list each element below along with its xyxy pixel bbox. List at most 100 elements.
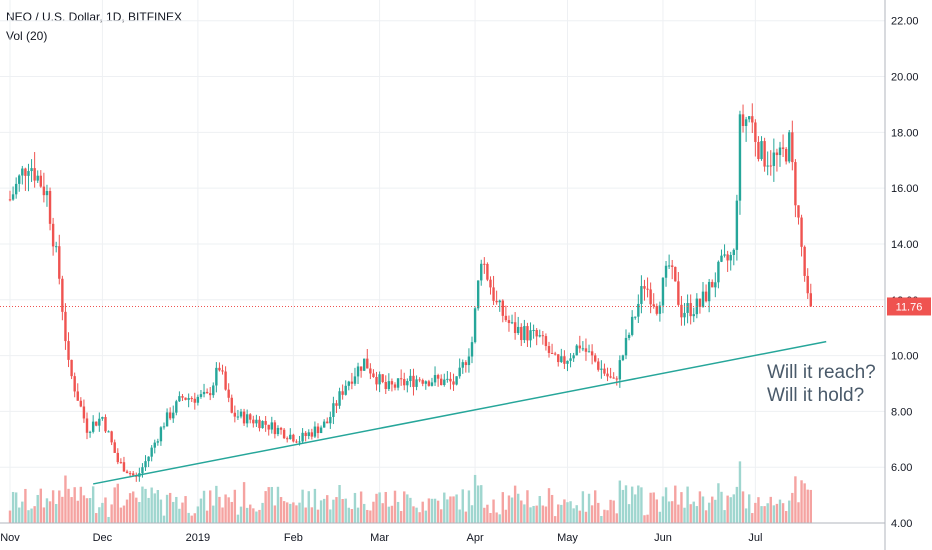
- volume-bar: [255, 511, 258, 523]
- volume-bar: [775, 503, 779, 523]
- volume-bar: [138, 502, 141, 523]
- candle-body: [769, 165, 772, 167]
- candle-body: [245, 414, 249, 424]
- time-tick-label: Feb: [284, 532, 303, 544]
- candle-body: [344, 385, 347, 395]
- candle-body: [686, 303, 689, 313]
- candle-body: [794, 162, 797, 206]
- volume-bar: [36, 494, 39, 523]
- candle-body: [775, 152, 779, 156]
- volume-bar: [273, 505, 277, 523]
- candle-body: [335, 403, 338, 406]
- candle-body: [332, 403, 335, 417]
- candle-body: [772, 152, 776, 167]
- candle-body: [384, 382, 387, 389]
- time-axis[interactable]: Nov Dec 2019 Feb Mar Apr May Jun Jul: [0, 532, 762, 544]
- candle-body: [224, 371, 227, 390]
- candle-body: [329, 416, 332, 424]
- volume-bar: [603, 509, 606, 523]
- volume-bar: [403, 491, 406, 523]
- volume-bar: [784, 511, 788, 523]
- candle-body: [276, 427, 280, 435]
- volume-bar: [319, 500, 323, 523]
- volume-bar: [387, 506, 391, 523]
- volume-bar: [803, 483, 806, 523]
- volume-bar: [282, 501, 286, 523]
- candle-body: [572, 355, 575, 359]
- candle-body: [544, 336, 548, 347]
- volume-bar: [427, 498, 431, 523]
- volume-bar: [634, 494, 637, 523]
- volume-bar: [298, 502, 301, 523]
- candle-body: [569, 358, 572, 361]
- candle-body: [751, 116, 754, 123]
- candle-body: [655, 306, 658, 314]
- candle-body: [646, 288, 649, 290]
- volume-bar: [455, 494, 458, 523]
- volume-bar: [701, 496, 705, 523]
- volume-bar: [723, 510, 726, 523]
- candle-body: [301, 432, 304, 442]
- candle-body: [218, 367, 221, 371]
- volume-bar: [381, 503, 384, 523]
- volume-bar: [181, 502, 184, 523]
- candle-body: [507, 320, 511, 324]
- candle-body: [748, 116, 751, 120]
- volume-bar: [763, 506, 766, 523]
- candle-body: [809, 293, 812, 307]
- volume-bar: [162, 515, 166, 523]
- volume-bar: [73, 487, 76, 523]
- candle-body: [48, 191, 52, 224]
- candle-body: [541, 335, 545, 337]
- volume-bar: [569, 501, 572, 523]
- candle-body: [704, 291, 708, 302]
- candle-body: [91, 421, 95, 432]
- volume-bar: [627, 504, 631, 523]
- volume-bar: [156, 490, 160, 523]
- volume-bar: [680, 492, 683, 523]
- volume-bar: [800, 480, 803, 523]
- volume-bar: [168, 492, 172, 523]
- candle-body: [498, 300, 501, 303]
- volume-bar: [661, 496, 665, 523]
- volume-bar: [498, 514, 501, 523]
- volume-bar: [517, 493, 520, 523]
- volume-bar: [141, 486, 144, 523]
- volume-bar: [495, 512, 498, 523]
- candle-body: [803, 246, 806, 276]
- candle-body: [495, 300, 498, 303]
- candle-body: [440, 378, 443, 385]
- volume-bar: [110, 504, 113, 523]
- volume-bar: [766, 503, 769, 523]
- volume-bar: [153, 493, 156, 523]
- volume-bar: [473, 474, 477, 523]
- volume-bar: [322, 498, 326, 523]
- volume-bar: [372, 501, 375, 523]
- price-tick-label: 4.00: [891, 518, 912, 530]
- candle-body: [581, 348, 585, 350]
- candle-body: [326, 421, 329, 424]
- volume-bar: [526, 490, 529, 523]
- candle-body: [267, 424, 270, 430]
- volume-bar: [600, 515, 603, 523]
- candle-body: [273, 422, 277, 435]
- volume-indicator-label: Vol (20): [6, 29, 48, 43]
- volume-bar: [606, 510, 609, 523]
- candle-body: [212, 385, 215, 396]
- candle-body: [79, 400, 83, 407]
- candle-body: [760, 141, 763, 160]
- volume-bar: [695, 506, 699, 523]
- candle-body: [381, 374, 384, 383]
- volume-bar: [553, 516, 557, 523]
- candle-body: [683, 312, 686, 318]
- candle-body: [455, 376, 458, 385]
- price-axis[interactable]: 22.0020.0018.0016.0014.0012.0010.008.006…: [891, 16, 919, 530]
- volume-bar: [190, 515, 193, 523]
- candle-body: [150, 447, 153, 457]
- candle-body: [421, 380, 424, 384]
- volume-bar: [363, 503, 366, 523]
- candle-body: [621, 355, 625, 361]
- volume-bar: [446, 499, 449, 523]
- volume-bar: [486, 504, 489, 523]
